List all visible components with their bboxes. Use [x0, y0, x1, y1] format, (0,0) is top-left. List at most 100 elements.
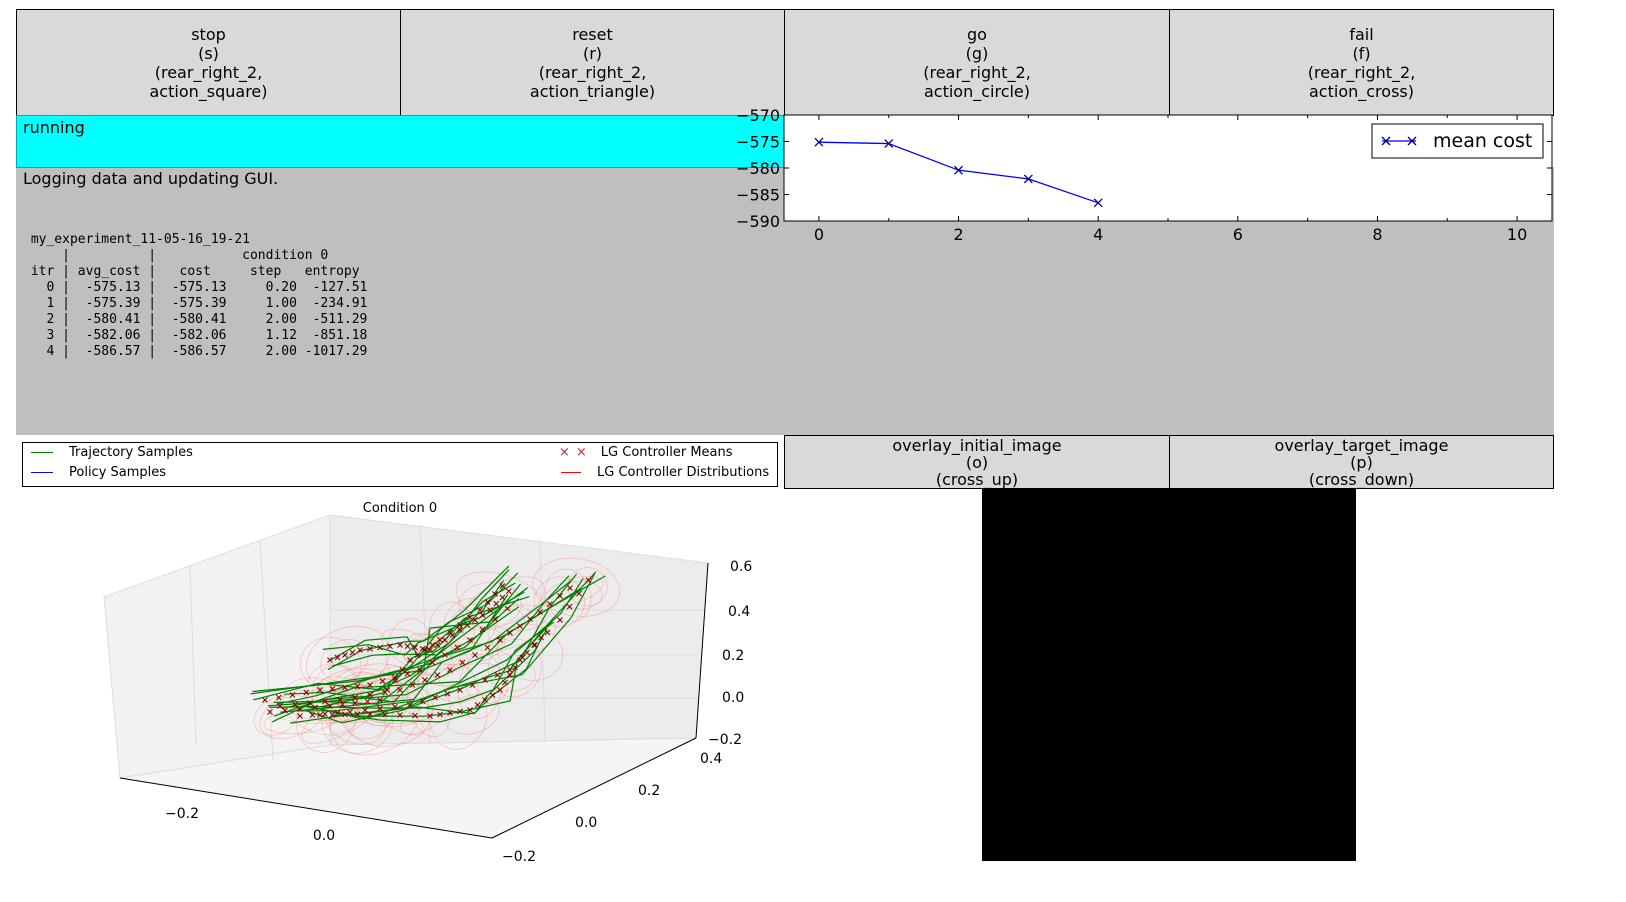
lg-controller-mean-marker: [399, 667, 406, 673]
lg-controller-mean-marker: [379, 678, 386, 685]
plot-axes: [119, 562, 709, 839]
lg-controller-mean-marker: [507, 630, 513, 636]
trajectory-sample-line: [276, 606, 520, 705]
lg-controller-mean-marker: [566, 603, 573, 610]
overlay-initial-mapping: (cross_up): [935, 469, 1019, 489]
lg-controller-mean-marker: [397, 712, 403, 718]
lg-distribution-ellipse: [543, 575, 604, 607]
legend-lg-controller-distributions: LG Controller Distributions: [561, 465, 769, 480]
trajectory-3d-plot: Condition 0 −0.2 0.0 −0.2 0.0 0.2 0.4 −0…: [103, 501, 752, 865]
lg-controller-mean-marker: [444, 690, 451, 697]
lg-controller-mean-marker: [557, 593, 563, 599]
y-tick: −0.2: [502, 849, 536, 865]
reset-button[interactable]: reset (r) (rear_right_2, action_triangle): [400, 9, 785, 116]
lg-controller-mean-marker: [576, 590, 582, 597]
y-tick-label: −590: [736, 212, 780, 231]
lg-controller-mean-marker: [517, 657, 523, 663]
fail-label: fail: [1349, 24, 1374, 44]
mean-cost-point: [884, 139, 894, 149]
lg-controller-mean-marker: [524, 649, 530, 656]
lg-controller-mean-marker: [417, 667, 423, 673]
lg-controller-mean-marker: [472, 617, 478, 623]
y-tick: 0.4: [700, 751, 722, 767]
z-axis-line: [695, 562, 709, 739]
trajectory-sample-line: [253, 587, 529, 701]
legend-trajectory-samples: Trajectory Samples: [31, 445, 193, 460]
lg-controller-mean-marker: [493, 600, 500, 607]
lg-controller-mean-marker: [382, 689, 388, 696]
lg-controller-mean-marker: [419, 645, 426, 652]
lg-controller-mean-marker: [317, 712, 323, 718]
lg-controller-mean-marker: [479, 626, 486, 633]
lg-controller-mean-marker: [282, 707, 288, 714]
lg-controller-mean-marker: [289, 692, 296, 698]
trajectory-sample-line: [307, 573, 596, 720]
lg-controller-mean-marker: [377, 697, 383, 703]
lg-controller-mean-marker: [467, 614, 473, 621]
lg-controller-mean-marker: [407, 702, 413, 708]
y-tick-label: −585: [736, 186, 780, 205]
lg-controller-mean-marker: [292, 701, 298, 708]
overlay-initial-image-button[interactable]: overlay_initial_image (o) (cross_up): [784, 435, 1170, 489]
lg-controller-means: [262, 577, 592, 719]
trajectory-sample-line: [252, 597, 520, 693]
stop-label: stop: [191, 24, 226, 44]
lg-controller-mean-marker: [367, 682, 373, 688]
lg-distribution-ellipse: [464, 662, 509, 704]
lg-controller-mean-marker: [547, 601, 553, 607]
lg-controller-mean-marker: [482, 677, 488, 683]
trajectory-legend: Trajectory Samples Policy Samples ×× LG …: [22, 442, 778, 487]
legend-label: Trajectory Samples: [69, 445, 193, 460]
lg-distribution-ellipse: [321, 684, 394, 754]
lg-controller-mean-marker: [297, 706, 303, 712]
mean-cost-chart: 0 2 4 6 8 10 −570 −575 −580 −585 −590 mean cost: [736, 106, 1553, 244]
lg-distribution-ellipse: [432, 626, 506, 666]
lg-controller-mean-marker: [499, 583, 506, 589]
lg-distribution-ellipse: [375, 666, 419, 700]
lg-controller-mean-marker: [377, 644, 383, 651]
legend-label: Policy Samples: [69, 465, 167, 480]
overlay-target-image-button[interactable]: overlay_target_image (p) (cross_down): [1169, 435, 1554, 489]
grid-line: [259, 540, 274, 761]
lg-controller-mean-marker: [392, 674, 398, 681]
legend-swatch-red: [561, 472, 581, 473]
plot-pane-left: [103, 514, 331, 779]
lg-controller-mean-marker: [457, 627, 463, 633]
lg-controller-mean-marker: [392, 677, 398, 683]
x-tick: −0.2: [165, 806, 199, 822]
lg-controller-mean-marker: [329, 685, 336, 692]
lg-controller-mean-marker: [412, 644, 418, 651]
lg-controller-mean-marker: [367, 711, 373, 717]
x-tick-label: 2: [953, 225, 963, 244]
overlay-target-key: (p): [1350, 452, 1373, 472]
z-tick: 0.0: [722, 690, 744, 706]
fail-button[interactable]: fail (f) (rear_right_2, action_cross): [1169, 9, 1554, 116]
lg-controller-mean-marker: [377, 705, 383, 712]
stop-mapping-2: action_square): [149, 81, 268, 101]
lg-controller-mean-marker: [437, 711, 443, 718]
lg-controller-mean-marker: [434, 672, 441, 678]
go-button[interactable]: go (g) (rear_right_2, action_circle): [784, 9, 1170, 116]
lg-controller-mean-marker: [467, 707, 473, 713]
lg-controller-mean-marker: [407, 657, 413, 663]
lg-controller-mean-marker: [342, 684, 348, 691]
stop-button[interactable]: stop (s) (rear_right_2, action_square): [16, 9, 401, 116]
lg-controller-mean-marker: [434, 642, 441, 648]
x-tick-label: 10: [1507, 225, 1527, 244]
lg-controller-mean-marker: [457, 687, 463, 693]
lg-controller-mean-marker: [322, 711, 328, 717]
lg-controller-mean-marker: [303, 689, 310, 696]
lg-controller-mean-marker: [277, 703, 283, 709]
z-tick: 0.4: [728, 604, 750, 620]
lg-distribution-ellipse: [567, 567, 608, 607]
go-label: go: [967, 24, 987, 44]
lg-distribution-ellipse: [533, 576, 585, 628]
lg-controller-mean-marker: [499, 594, 506, 601]
go-mapping-2: action_circle): [923, 81, 1031, 101]
lg-distribution-ellipse: [455, 571, 549, 631]
y-tick: 0.2: [638, 783, 660, 799]
z-tick: −0.2: [708, 732, 742, 748]
lg-controller-mean-marker: [397, 642, 403, 648]
lg-distribution-ellipse: [448, 600, 538, 651]
lg-controller-mean-marker: [404, 643, 411, 650]
